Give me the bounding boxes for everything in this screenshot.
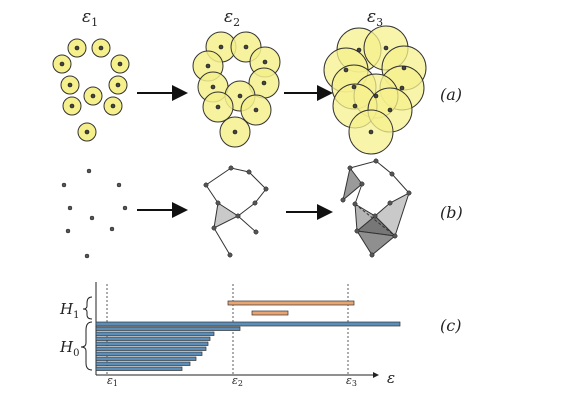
h1-label: H1	[59, 300, 79, 321]
complex-eps1-points	[62, 169, 127, 258]
h1-brace	[83, 297, 92, 319]
tick-eps1: ε1	[107, 374, 118, 388]
h0-label: H0	[59, 338, 79, 359]
axis-label-epsilon: ε	[387, 369, 395, 387]
row-a-label: (a)	[440, 85, 462, 104]
h0-bars	[96, 322, 400, 371]
complex-eps3	[341, 159, 411, 257]
complex-eps2	[204, 166, 268, 257]
tick-eps3: ε3	[346, 374, 357, 388]
row-b-label: (b)	[440, 203, 463, 222]
epsilon-2-label: ε2	[224, 7, 240, 29]
tick-eps2: ε2	[232, 374, 243, 388]
row-b-complexes: (b)	[62, 159, 463, 258]
balls-eps3	[324, 26, 426, 154]
row-a-balls: ε1 ε2 ε3	[53, 7, 462, 154]
epsilon-3-label: ε3	[367, 7, 383, 29]
balls-eps1	[53, 39, 129, 141]
epsilon-1-label: ε1	[82, 7, 98, 29]
balls-eps2	[193, 32, 280, 147]
h0-brace	[81, 322, 92, 370]
h1-bar-1	[228, 301, 354, 305]
h1-bar-2	[252, 311, 288, 315]
row-c-label: (c)	[440, 316, 461, 335]
row-c-barcode: H1 H0 ε1 ε2 ε3 ε (c)	[59, 282, 461, 388]
